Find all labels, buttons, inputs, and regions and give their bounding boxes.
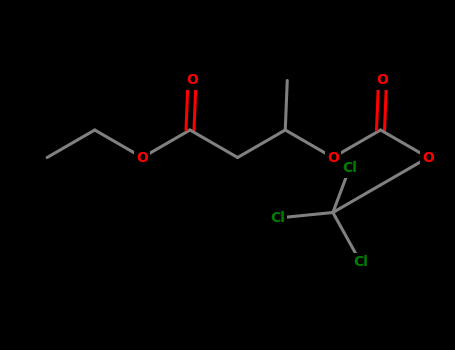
Text: O: O — [327, 150, 339, 164]
Text: O: O — [136, 150, 148, 164]
Text: O: O — [422, 150, 434, 164]
Text: O: O — [377, 74, 389, 88]
Text: Cl: Cl — [342, 161, 357, 175]
Text: O: O — [186, 74, 198, 88]
Text: Cl: Cl — [270, 211, 285, 225]
Text: Cl: Cl — [353, 255, 368, 269]
